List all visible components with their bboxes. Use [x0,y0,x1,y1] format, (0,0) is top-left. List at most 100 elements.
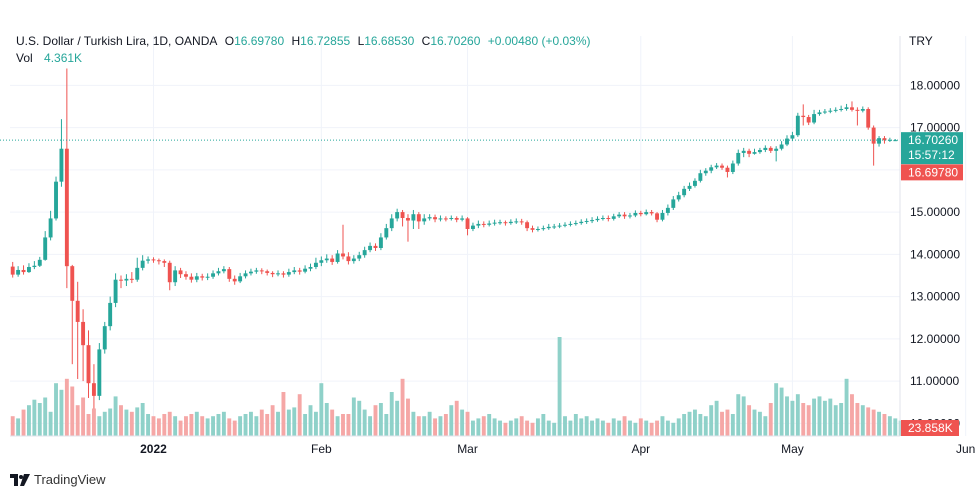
volume-bar [492,418,497,436]
candle-body [373,245,378,248]
volume-bar [422,416,427,436]
candle-body [335,253,340,262]
candle-body [59,148,64,182]
candle-body [384,228,389,238]
volume-bar [156,418,161,436]
symbol-title[interactable]: U.S. Dollar / Turkish Lira, 1D, OANDA [16,34,218,48]
candle-body [259,270,264,272]
time-axis[interactable]: 2022 Feb Mar Apr May Jun [140,442,975,456]
volume-bar [395,400,400,436]
candle-body [839,109,844,111]
volume-bar [129,411,134,436]
volume-bar [839,403,844,436]
candle-body [866,109,871,128]
candle-body [330,258,335,262]
candle-body [270,272,275,275]
candle-body [557,225,562,227]
candle-body [768,147,773,151]
candle-body [216,271,221,274]
vol-value: 4.361K [44,51,83,65]
candle-body [254,270,259,272]
candle-body [779,144,784,149]
candle-body [243,273,248,277]
volume-bar [351,397,356,436]
candle-body [91,383,96,396]
volume-bars [10,337,952,436]
candle-body [297,270,302,272]
tradingview-brand[interactable]: TradingView [10,472,106,487]
price-axis[interactable]: 18.0000017.0000016.0000015.0000014.00000… [910,78,960,430]
candle-body [433,217,437,220]
volume-bar [64,378,69,436]
volume-bar [254,416,259,436]
volume-bar [552,422,557,436]
volume-bar [595,418,600,436]
volume-bar [508,420,513,436]
candle-body [590,220,595,222]
volume-bar [752,409,757,436]
volume-bar [384,414,389,436]
volume-bar [173,416,178,436]
candle-body [313,262,318,268]
volume-bar [584,416,589,436]
volume-bar [541,414,546,436]
volume-bar [568,420,573,436]
candle-body [460,218,465,220]
volume-bar [113,396,118,436]
volume-bar [135,407,140,436]
candle-body [519,221,524,223]
price-tags: 16.70260 15:57:12 16.69780 23.858K [901,132,963,436]
volume-bar [844,378,849,436]
candle-body [693,180,697,186]
volume-bar [151,416,156,436]
candle-body [546,226,551,229]
last-price-tag [901,132,963,165]
candle-body [736,152,741,164]
volume-bar [801,403,806,436]
candle-body [70,266,75,301]
candle-body [871,127,876,144]
last-price-label: 16.70260 [908,133,958,147]
candle-body [443,218,448,220]
candle-body [129,278,134,280]
candle-body [665,207,670,213]
volume-bar [741,396,746,436]
candle-body [189,276,194,280]
candle-body [184,274,188,277]
volume-bar [303,414,308,436]
volume-bar [324,403,329,436]
currency-label[interactable]: TRY [909,34,933,48]
candle-body [308,267,313,269]
candles [10,68,898,409]
candle-body [10,266,15,275]
volume-bar [606,422,611,436]
countdown-label: 15:57:12 [908,148,955,162]
volume-bar [877,411,881,436]
tradingview-logo-icon [10,473,30,486]
volume-bar [205,418,210,436]
candle-body [32,265,37,268]
candle-body [822,111,827,113]
volume-bar [736,394,741,436]
candle-body [622,214,627,217]
volume-bar [119,405,123,436]
price-tick-label: 11.00000 [910,374,959,388]
volume-bar [433,418,437,436]
volume-bar [146,414,151,436]
price-tick-label: 13.00000 [910,290,960,304]
candle-body [21,269,26,273]
candle-body [471,225,475,229]
candle-body [579,221,584,224]
candle-body [276,273,280,275]
candle-body [676,195,681,200]
volume-bar [812,398,817,436]
volume-bar [687,411,692,436]
candle-body [806,117,811,123]
volume-bar [81,397,86,436]
volume-bar [714,400,719,436]
candle-body [324,258,329,261]
candle-body [140,260,145,268]
candle-body [757,149,762,153]
volume-bar [357,400,362,436]
